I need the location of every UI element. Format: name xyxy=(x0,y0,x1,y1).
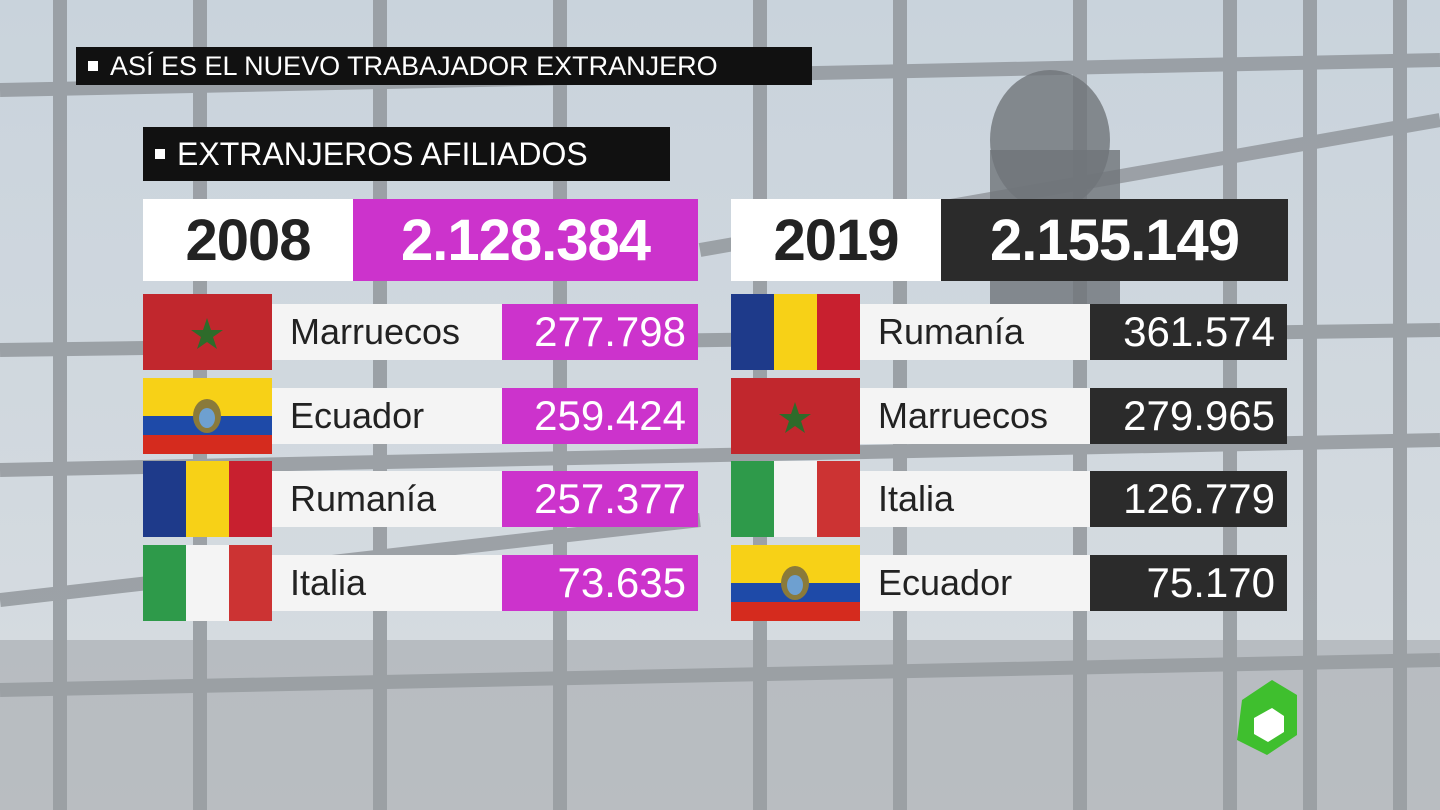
flag-image xyxy=(143,294,272,370)
title-bar: ASÍ ES EL NUEVO TRABAJADOR EXTRANJERO xyxy=(76,47,812,85)
flag xyxy=(731,545,860,621)
flag xyxy=(143,378,272,454)
flag xyxy=(731,294,860,370)
country-value: 361.574 xyxy=(1090,304,1287,360)
country-value: 257.377 xyxy=(502,471,698,527)
country-value: 279.965 xyxy=(1090,388,1287,444)
subtitle-bar: EXTRANJEROS AFILIADOS xyxy=(143,127,670,181)
flag-image xyxy=(143,461,272,537)
country-label: Ecuador xyxy=(860,555,1090,611)
channel-logo xyxy=(1237,680,1297,755)
flag-image xyxy=(143,545,272,621)
flag-image xyxy=(731,461,860,537)
flag-image xyxy=(731,378,860,454)
country-label: Marruecos xyxy=(272,304,502,360)
country-label: Italia xyxy=(272,555,502,611)
title: ASÍ ES EL NUEVO TRABAJADOR EXTRANJERO xyxy=(110,50,718,81)
total-box: 2.155.149 xyxy=(941,199,1288,281)
country-value: 277.798 xyxy=(502,304,698,360)
flag-image xyxy=(731,545,860,621)
country-label: Rumanía xyxy=(272,471,502,527)
year-box: 2008 xyxy=(143,199,353,281)
country-value: 126.779 xyxy=(1090,471,1287,527)
flag xyxy=(143,461,272,537)
bullet xyxy=(88,61,98,71)
country-label: Marruecos xyxy=(860,388,1090,444)
flag xyxy=(143,294,272,370)
country-label: Ecuador xyxy=(272,388,502,444)
country-label: Italia xyxy=(860,471,1090,527)
bullet xyxy=(155,149,165,159)
flag xyxy=(731,378,860,454)
flag-image xyxy=(143,378,272,454)
year-box: 2019 xyxy=(731,199,941,281)
country-value: 259.424 xyxy=(502,388,698,444)
total-box: 2.128.384 xyxy=(353,199,698,281)
flag-image xyxy=(731,294,860,370)
flag xyxy=(143,545,272,621)
flag xyxy=(731,461,860,537)
country-label: Rumanía xyxy=(860,304,1090,360)
country-value: 73.635 xyxy=(502,555,698,611)
country-value: 75.170 xyxy=(1090,555,1287,611)
subtitle: EXTRANJEROS AFILIADOS xyxy=(177,135,588,172)
